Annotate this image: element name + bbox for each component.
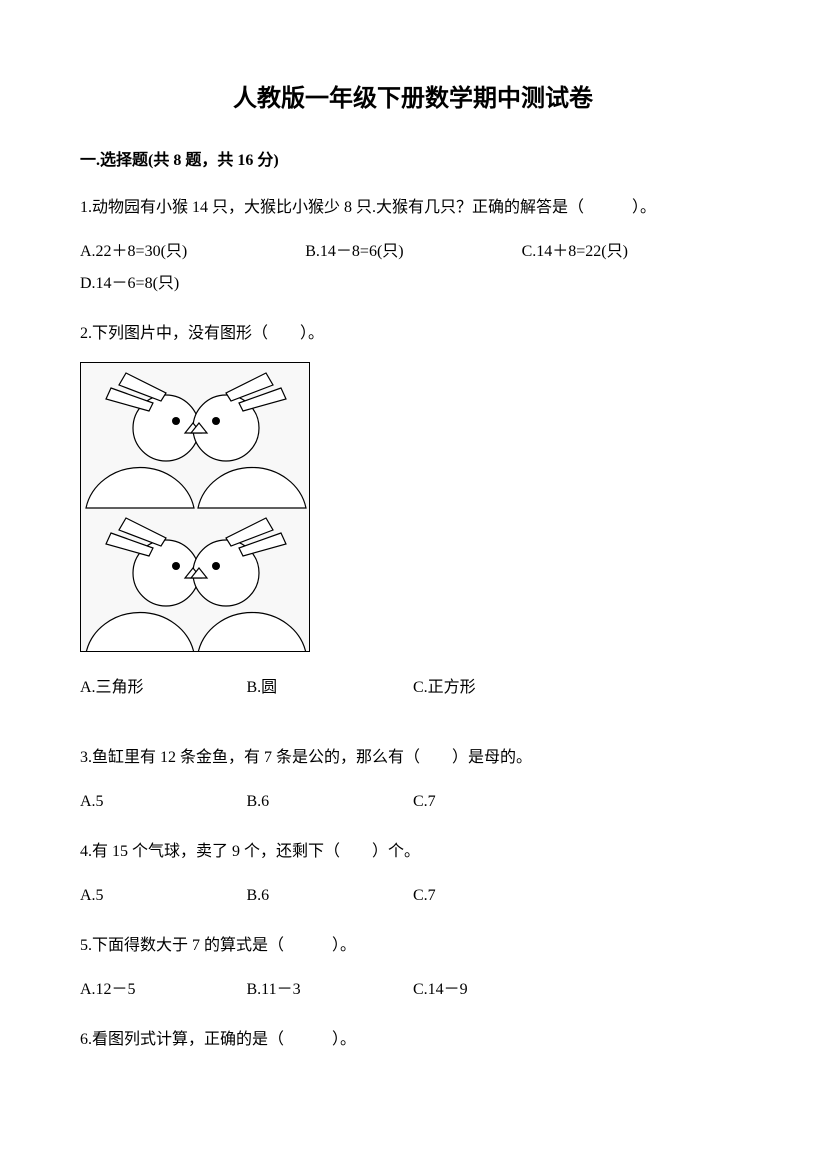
q2-option-b: B.圆 <box>247 672 414 704</box>
question-5-options: A.12－5 B.11－3 C.14－9 <box>80 974 746 1006</box>
q1-option-b: B.14－8=6(只) <box>305 243 403 260</box>
question-3-options: A.5 B.6 C.7 <box>80 786 746 818</box>
q4-option-a: A.5 <box>80 880 247 912</box>
q4-option-b: B.6 <box>247 880 414 912</box>
question-1-options: A.22＋8=30(只) B.14－8=6(只) C.14＋8=22(只) D.… <box>80 236 746 300</box>
question-2-figure <box>80 362 310 652</box>
question-3: 3.鱼缸里有 12 条金鱼，有 7 条是公的，那么有（ ）是母的。 A.5 B.… <box>80 742 746 818</box>
q3-option-b: B.6 <box>247 786 414 818</box>
question-1-text: 1.动物园有小猴 14 只，大猴比小猴少 8 只.大猴有几只？正确的解答是（ ）… <box>80 192 746 224</box>
q2-option-c: C.正方形 <box>413 672 580 704</box>
question-4-text: 4.有 15 个气球，卖了 9 个，还剩下（ ）个。 <box>80 836 746 868</box>
question-4-options: A.5 B.6 C.7 <box>80 880 746 912</box>
q5-option-c: C.14－9 <box>413 974 580 1006</box>
section-header: 一.选择题(共 8 题，共 16 分) <box>80 148 746 174</box>
q4-option-c: C.7 <box>413 880 580 912</box>
question-5-text: 5.下面得数大于 7 的算式是（ ）。 <box>80 930 746 962</box>
q5-option-a: A.12－5 <box>80 974 247 1006</box>
page-title: 人教版一年级下册数学期中测试卷 <box>80 80 746 118</box>
q2-option-a: A.三角形 <box>80 672 247 704</box>
question-2-options: A.三角形 B.圆 C.正方形 <box>80 672 746 704</box>
q5-option-b: B.11－3 <box>247 974 414 1006</box>
q1-option-a: A.22＋8=30(只) <box>80 243 187 260</box>
q3-option-c: C.7 <box>413 786 580 818</box>
question-3-text: 3.鱼缸里有 12 条金鱼，有 7 条是公的，那么有（ ）是母的。 <box>80 742 746 774</box>
q1-option-c: C.14＋8=22(只) <box>522 243 628 260</box>
question-6-text: 6.看图列式计算，正确的是（ ）。 <box>80 1024 746 1056</box>
question-6: 6.看图列式计算，正确的是（ ）。 <box>80 1024 746 1056</box>
question-2: 2.下列图片中，没有图形（ ）。 <box>80 318 746 704</box>
question-1: 1.动物园有小猴 14 只，大猴比小猴少 8 只.大猴有几只？正确的解答是（ ）… <box>80 192 746 300</box>
q1-option-d: D.14－6=8(只) <box>80 275 179 292</box>
q3-option-a: A.5 <box>80 786 247 818</box>
question-2-text: 2.下列图片中，没有图形（ ）。 <box>80 318 746 350</box>
question-4: 4.有 15 个气球，卖了 9 个，还剩下（ ）个。 A.5 B.6 C.7 <box>80 836 746 912</box>
question-5: 5.下面得数大于 7 的算式是（ ）。 A.12－5 B.11－3 C.14－9 <box>80 930 746 1006</box>
